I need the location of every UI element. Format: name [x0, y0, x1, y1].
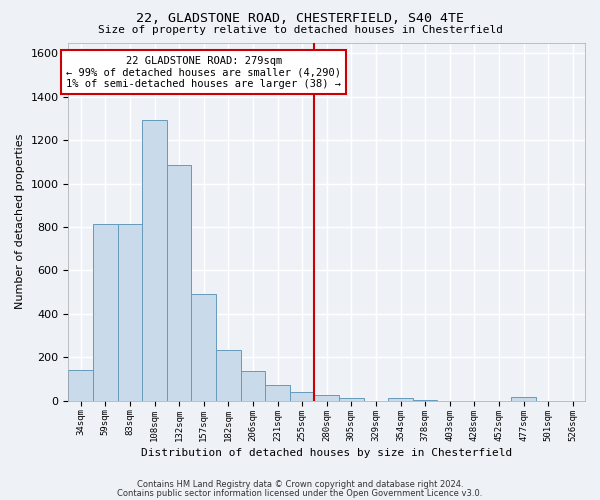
Text: Size of property relative to detached houses in Chesterfield: Size of property relative to detached ho… [97, 25, 503, 35]
Bar [388, 398, 413, 400]
Bar [314, 395, 339, 400]
Bar [241, 372, 265, 400]
Text: 22 GLADSTONE ROAD: 279sqm
← 99% of detached houses are smaller (4,290)
1% of sem: 22 GLADSTONE ROAD: 279sqm ← 99% of detac… [66, 56, 341, 88]
Bar [216, 350, 241, 401]
Bar [167, 165, 191, 400]
Text: Contains HM Land Registry data © Crown copyright and database right 2024.: Contains HM Land Registry data © Crown c… [137, 480, 463, 489]
X-axis label: Distribution of detached houses by size in Chesterfield: Distribution of detached houses by size … [141, 448, 512, 458]
Text: Contains public sector information licensed under the Open Government Licence v3: Contains public sector information licen… [118, 488, 482, 498]
Bar [68, 370, 93, 400]
Bar [265, 386, 290, 400]
Bar [93, 224, 118, 400]
Bar [142, 120, 167, 400]
Text: 22, GLADSTONE ROAD, CHESTERFIELD, S40 4TE: 22, GLADSTONE ROAD, CHESTERFIELD, S40 4T… [136, 12, 464, 26]
Bar [290, 392, 314, 400]
Bar [118, 224, 142, 400]
Y-axis label: Number of detached properties: Number of detached properties [15, 134, 25, 310]
Bar [339, 398, 364, 400]
Bar [511, 398, 536, 400]
Bar [191, 294, 216, 401]
